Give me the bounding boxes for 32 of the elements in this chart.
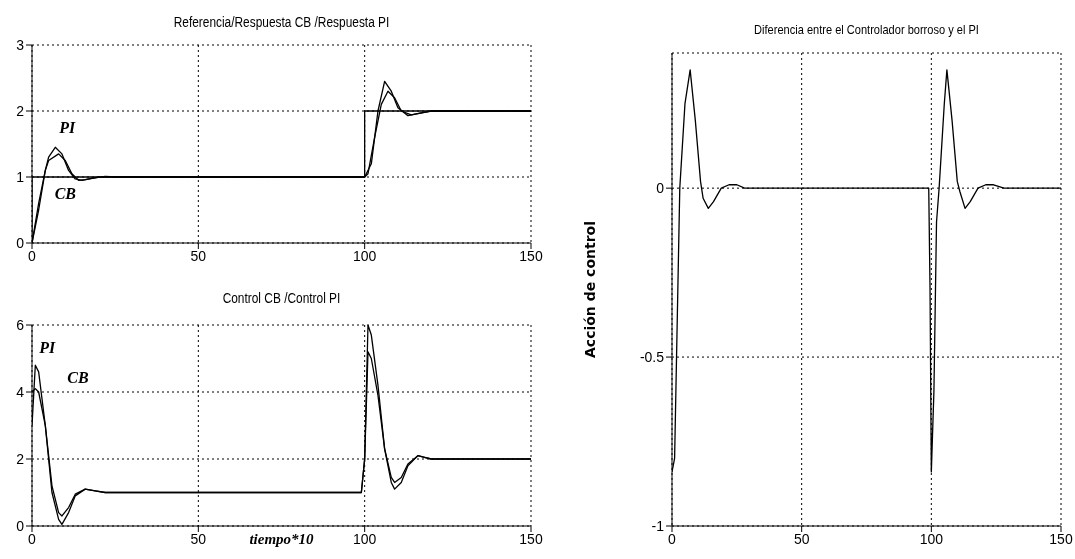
annotation: CB [54,185,77,202]
annotation: PI [38,339,57,357]
y-tick-label: 2 [16,102,25,119]
annotation: PI [58,119,77,137]
y-tick-label: 0 [16,234,25,251]
y-axis-title: Acción de control [581,221,598,358]
x-tick-label: 150 [519,530,543,547]
y-tick-label: 0 [16,517,25,534]
y-tick-label: 6 [16,316,25,333]
x-tick-label: 0 [28,247,37,264]
x-tick-label: 50 [190,530,207,547]
chart-title: Control CB /Control PI [221,290,342,306]
annotation: CB [67,368,89,386]
y-tick-label: 3 [16,36,25,53]
y-tick-label: 1 [16,168,25,185]
x-tick-label: 0 [668,530,677,547]
x-tick-label: 50 [190,247,207,264]
y-tick-label: -0.5 [639,349,665,366]
x-axis-title: tiempo*10 [249,531,315,547]
chart-title: Referencia/Respuesta CB /Respuesta PI [172,14,391,30]
y-tick-label: 4 [16,383,25,400]
y-tick-label: -1 [651,517,665,534]
x-tick-label: 100 [352,530,377,547]
x-tick-label: 150 [1049,530,1073,547]
x-tick-label: 100 [352,247,377,264]
x-tick-label: 50 [793,530,810,547]
x-tick-label: 150 [519,247,543,264]
chart-title: Diferencia entre el Controlador borroso y el PI [753,22,980,37]
y-tick-label: 0 [656,180,665,197]
x-tick-label: 0 [28,530,37,547]
y-tick-label: 2 [16,450,25,467]
x-tick-label: 100 [919,530,944,547]
